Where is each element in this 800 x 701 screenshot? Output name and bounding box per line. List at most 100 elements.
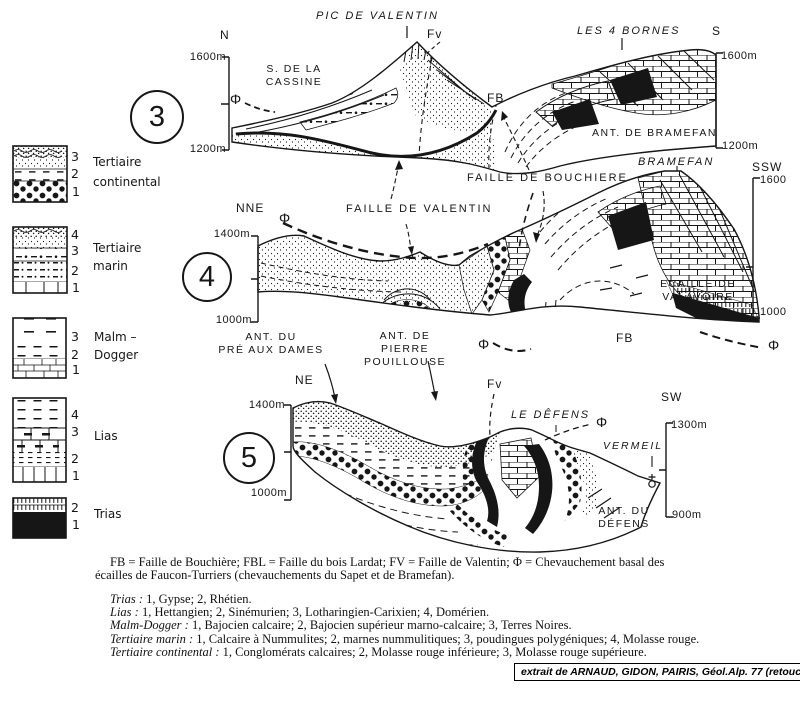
scale-s5-left-top: 1400m (248, 399, 285, 411)
section-3-number: 3 (130, 90, 184, 144)
label-valavoire-line1: ECAILLE DE (660, 278, 736, 290)
label-pre-aux-dames-line2: PRÉ AUX DAMES (218, 344, 324, 356)
definition-term: Malm-Dogger : (110, 618, 189, 633)
label-cassine-line1: S. DE LA (266, 63, 322, 75)
definition-rest: 1, Conglomérats calcaires; 2, Molasse ro… (219, 644, 647, 659)
label-ant-de-pierre-pouillouse: ANT. DE PIERRE POUILLOUSE (355, 330, 455, 369)
phi-symbol-s3: Φ (230, 91, 242, 107)
label-direction-ssw: SSW (752, 160, 783, 174)
list-item: Malm-Dogger : 1, Bajocien calcaire; 2, B… (110, 619, 699, 632)
definition-term: Tertiaire continental : (110, 644, 220, 659)
label-le-defens: LE DÊFENS (511, 409, 591, 421)
scale-s5-right-bottom: 900m (672, 509, 702, 521)
scale-s3-left-bottom: 1200m (189, 143, 226, 155)
legend-box-lias (12, 397, 67, 483)
legend-key: 1 (72, 517, 80, 532)
label-ant-de-bramefan: ANT. DE BRAMEFAN (592, 127, 717, 139)
label-fault-fb-s3: FB (487, 91, 505, 105)
label-fault-fb-s4: FB (616, 331, 634, 345)
scale-s4-left-top: 1400m (213, 228, 250, 240)
definition-term: Trias : (110, 592, 144, 606)
label-les-4-bornes: LES 4 BORNES (577, 25, 681, 37)
label-pierre-pouillouse-line3: POUILLOUSE (363, 356, 447, 368)
legend-name-malm-dogger-2: Dogger (94, 348, 139, 362)
section-5-number: 5 (223, 432, 275, 484)
section-3-number-text: 3 (148, 100, 166, 133)
label-direction-n: N (220, 28, 230, 42)
scale-s5-right-top: 1300m (671, 419, 708, 431)
label-pre-aux-dames-line1: ANT. DU (245, 331, 297, 343)
label-direction-sw: SW (661, 390, 683, 404)
phi-symbol-s4-left: Φ (279, 210, 291, 226)
legend-name-tertiaire-marin-2: marin (93, 259, 128, 273)
scale-s4-right-top: 1600 (760, 174, 787, 186)
section-5-number-text: 5 (240, 441, 258, 474)
legend-key: 3 (71, 243, 79, 258)
section-4-number: 4 (182, 252, 232, 302)
legend-name-tertiaire-marin-1: Tertiaire (93, 241, 142, 255)
legend-key: 1 (72, 468, 80, 483)
chapel-icon (648, 474, 656, 488)
fault-note-line1: FB = Faille de Bouchière; FBL = Faille d… (110, 555, 665, 569)
label-s-de-la-cassine: S. DE LA CASSINE (246, 63, 342, 89)
legend-key: 1 (72, 362, 80, 377)
thrust-phi-dashed-lines (282, 192, 764, 352)
label-direction-nne: NNE (236, 201, 265, 215)
label-valavoire-line2: VALAVOIRE (662, 291, 734, 303)
legend-name-tertiaire-continental-1: Tertiaire (93, 155, 142, 169)
source-credit-box: extrait de ARNAUD, GIDON, PAIRIS, Géol.A… (514, 663, 800, 681)
label-pic-de-valentin: PIC DE VALENTIN (316, 10, 439, 22)
label-ecaille-de-valavoire: ECAILLE DE VALAVOIRE (648, 278, 748, 304)
label-cassine-line2: CASSINE (265, 76, 323, 88)
legend-key: 2 (71, 451, 79, 466)
elevation-scales (221, 52, 760, 518)
scale-s3-right-bottom: 1200m (722, 140, 759, 152)
legend-key: 4 (71, 407, 79, 422)
phi-symbol-s5: Φ (596, 414, 608, 430)
legend-key: 3 (71, 424, 79, 439)
list-item: Tertiaire marin : 1, Calcaire à Nummulit… (110, 631, 700, 646)
section-5-profile (292, 393, 662, 553)
definition-term: Lias : (110, 605, 139, 620)
definition-rest: 1, Hettangien; 2, Sinémurien; 3, Lothari… (138, 605, 490, 620)
label-direction-s: S (712, 24, 722, 38)
definition-rest: 1, Gypse; 2, Rhétien. (143, 592, 252, 606)
legend-box-malm-dogger (12, 317, 67, 379)
label-faille-de-bouchiere: FAILLE DE BOUCHIERE (467, 172, 628, 184)
scale-s5-left-bottom: 1000m (250, 487, 287, 499)
legend-key: 2 (71, 166, 79, 181)
legend-key: 4 (71, 227, 79, 242)
label-ant-defens-line1: ANT. DU (598, 505, 650, 517)
label-ant-du-defens: ANT. DU DÉFENS (585, 505, 663, 531)
legend-key: 2 (71, 500, 79, 515)
definition-rest: 1, Calcaire à Nummulites; 2, marnes numm… (193, 631, 700, 646)
definition-rest: 1, Bajocien calcaire; 2, Bajocien supéri… (188, 618, 572, 633)
scale-s3-right-top: 1600m (721, 50, 758, 62)
scale-s4-left-bottom: 1000m (215, 314, 252, 326)
label-direction-ne: NE (295, 373, 314, 387)
phi-symbol-s4-mid: Φ (478, 336, 490, 352)
legend-name-trias: Trias (94, 507, 122, 521)
legend-key: 2 (71, 347, 79, 362)
scale-s3-left-top: 1600m (189, 51, 226, 63)
list-item: Tertiaire continental : 1, Conglomérats … (110, 644, 699, 659)
label-ant-du-pre-aux-dames: ANT. DU PRÉ AUX DAMES (211, 331, 331, 357)
stratigraphy-definitions-list: Trias : 1, Gypse; 2, Rhétien. Lias : 1, … (110, 592, 700, 659)
definition-term: Tertiaire marin : (110, 631, 194, 646)
list-item: Trias : 1, Gypse; 2, Rhétien. (110, 592, 699, 606)
label-bramefan-peak: BRAMEFAN (638, 156, 715, 168)
legend-key: 3 (71, 329, 79, 344)
legend-key: 3 (71, 149, 79, 164)
legend-box-tertiaire-continental (12, 145, 68, 203)
label-pierre-pouillouse-line1: ANT. DE (379, 330, 431, 342)
phi-symbol-s4-right: Φ (768, 337, 780, 353)
scale-s4-right-bottom: 1000 (760, 306, 787, 318)
fault-abbreviations-note: FB = Faille de Bouchière; FBL = Faille d… (95, 555, 765, 583)
label-faille-de-valentin: FAILLE DE VALENTIN (346, 203, 493, 215)
legend-name-malm-dogger-1: Malm – (94, 330, 137, 344)
section-4-number-text: 4 (198, 260, 216, 293)
legend-name-lias: Lias (94, 429, 118, 443)
fault-note-line2: écailles de Faucon-Turriers (chevaucheme… (95, 568, 455, 583)
